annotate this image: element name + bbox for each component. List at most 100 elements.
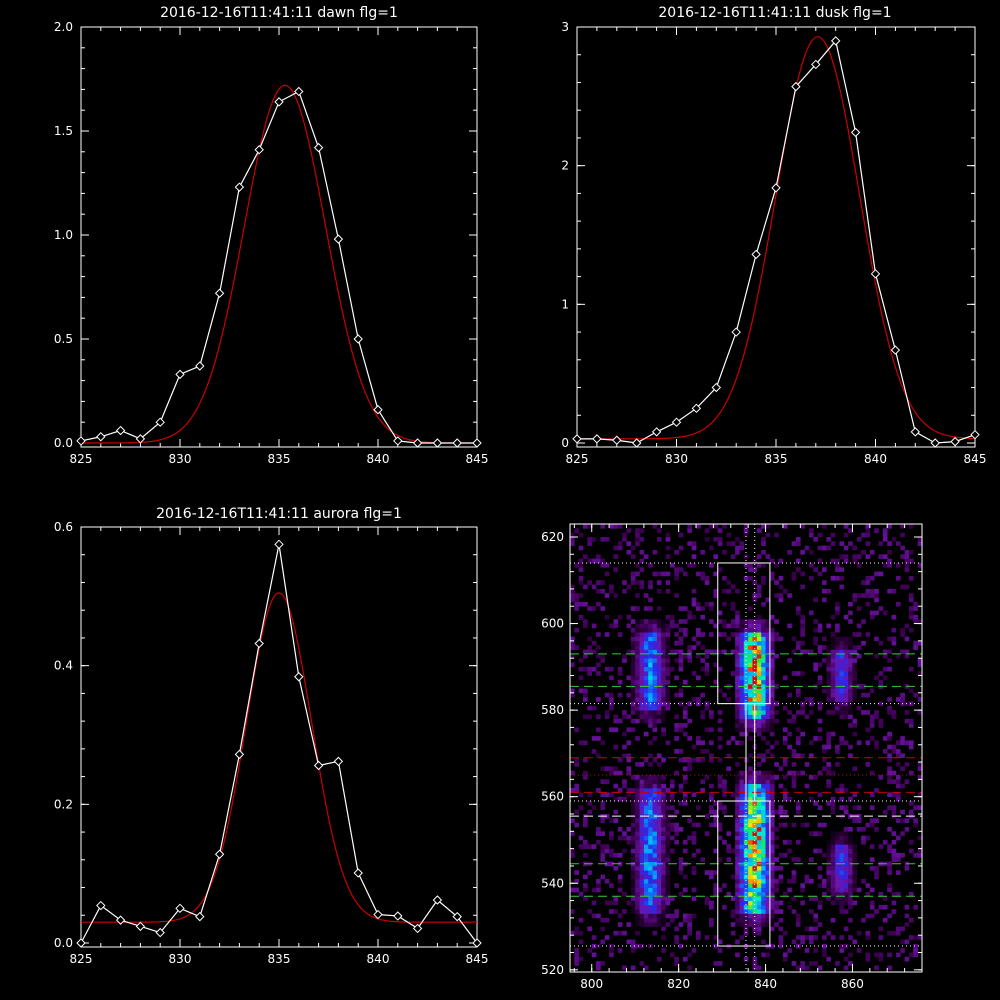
heatmap-cell — [817, 822, 823, 828]
heatmap-cell — [630, 666, 636, 672]
heatmap-cell — [626, 753, 632, 759]
heatmap-cell — [761, 775, 766, 780]
heatmap-cell — [630, 575, 636, 581]
heatmap-cell — [661, 731, 666, 737]
heatmap-cell — [587, 705, 593, 711]
heatmap-cell — [665, 692, 671, 698]
heatmap-cell — [652, 870, 658, 875]
heatmap-cell — [761, 861, 766, 867]
heatmap-cell — [848, 688, 853, 694]
heatmap-cell — [800, 614, 805, 620]
heatmap-cell — [717, 757, 723, 763]
heatmap-cell — [795, 740, 801, 746]
heatmap-cell — [869, 844, 875, 849]
heatmap-cell — [917, 658, 923, 663]
heatmap-cell — [656, 896, 662, 901]
heatmap-cell — [726, 857, 732, 862]
heatmap-cell — [648, 805, 653, 810]
heatmap-cell — [600, 874, 606, 880]
heatmap-cell — [826, 896, 832, 901]
heatmap-cell — [578, 658, 584, 663]
heatmap-cell — [900, 926, 905, 932]
heatmap-cell — [717, 536, 723, 542]
heatmap-cell — [817, 679, 823, 685]
heatmap-cell — [656, 623, 662, 629]
heatmap-cell — [895, 762, 901, 767]
heatmap-cell — [635, 809, 640, 815]
heatmap-cell — [856, 593, 862, 598]
heatmap-cell — [600, 606, 606, 611]
heatmap-cell — [839, 575, 845, 581]
heatmap-cell — [643, 679, 649, 685]
heatmap-cell — [839, 679, 845, 685]
heatmap-cell — [752, 956, 758, 962]
heatmap-cell — [691, 588, 697, 594]
heatmap-cell — [643, 627, 649, 633]
heatmap-cell — [817, 545, 823, 551]
heatmap-cell — [791, 775, 797, 780]
heatmap-cell — [830, 645, 836, 650]
heatmap-cell — [583, 740, 588, 746]
heatmap-cell — [787, 948, 792, 953]
heatmap-cell — [900, 852, 905, 858]
heatmap-cell — [691, 896, 697, 901]
heatmap-cell — [726, 588, 732, 594]
heatmap-cell — [639, 714, 645, 720]
heatmap-cell — [839, 943, 845, 949]
heatmap-cell — [648, 783, 653, 789]
heatmap-cell — [761, 939, 766, 945]
heatmap-cell — [822, 567, 827, 572]
heatmap-cell — [743, 930, 749, 936]
heatmap-cell — [913, 952, 918, 958]
heatmap-cell — [665, 848, 671, 854]
heatmap-cell — [635, 571, 640, 577]
heatmap-cell — [756, 835, 762, 841]
heatmap-cell — [682, 839, 688, 845]
heatmap-cell — [769, 692, 775, 698]
heatmap-cell — [735, 883, 740, 888]
aurora-data-line — [80, 544, 478, 944]
heatmap-cell — [722, 904, 727, 910]
heatmap-cell — [848, 827, 853, 832]
heatmap-cell — [735, 896, 740, 901]
heatmap-cell — [843, 839, 849, 845]
heatmap-cell — [887, 658, 892, 663]
heatmap-cell — [852, 805, 858, 810]
heatmap-cell — [800, 900, 805, 906]
heatmap-cell — [843, 692, 849, 698]
heatmap-cell — [756, 554, 762, 559]
heatmap-cell — [843, 671, 849, 676]
heatmap-cell — [843, 640, 849, 646]
heatmap-cell — [596, 662, 601, 668]
heatmap-cell — [704, 900, 710, 906]
heatmap-cell — [639, 580, 645, 585]
heatmap-cell — [709, 545, 714, 551]
heatmap-cell — [661, 775, 666, 780]
heatmap-cell — [809, 939, 814, 945]
heatmap-cell — [570, 645, 575, 650]
aurora-xtick-label: 825 — [70, 952, 93, 966]
heatmap-cell — [743, 852, 749, 858]
heatmap-cell — [791, 714, 797, 720]
heatmap-cell — [878, 640, 884, 646]
heatmap-cell — [730, 541, 736, 546]
heatmap-cell — [709, 792, 714, 797]
heatmap-cell — [574, 597, 579, 603]
heatmap-cell — [761, 688, 766, 694]
heatmap-cell — [717, 827, 723, 832]
heatmap-cell — [678, 727, 684, 733]
heatmap-cell — [648, 839, 653, 845]
heatmap-cell — [648, 900, 653, 906]
heatmap-cell — [761, 788, 766, 793]
heatmap-cell — [856, 805, 862, 810]
heatmap-cell — [639, 679, 645, 685]
heatmap-cell — [652, 714, 658, 720]
heatmap-cell — [891, 770, 897, 776]
heatmap-cell — [843, 852, 849, 858]
heatmap-cell — [570, 788, 575, 793]
heatmap-cell — [665, 740, 671, 746]
heatmap-cell — [761, 671, 766, 676]
heatmap-cell — [674, 723, 679, 728]
heatmap-cell — [739, 796, 745, 802]
heatmap-cell — [830, 666, 836, 672]
